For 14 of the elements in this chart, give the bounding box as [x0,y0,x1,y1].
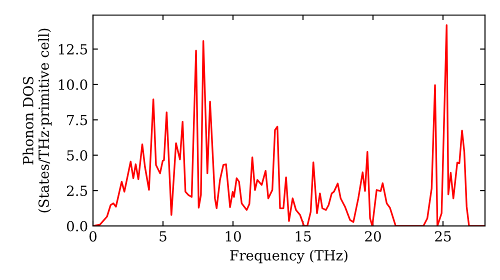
y-tick-label: 10.0 [58,79,88,90]
x-axis-title: Frequency (THz) [230,250,348,264]
x-tick-label: 15 [296,231,311,242]
y-tick-label: 5.0 [67,150,88,161]
y-tick-label: 12.5 [58,44,88,55]
x-tick-label: 10 [226,231,241,242]
y-tick-label: 2.5 [66,186,88,196]
x-tick-label: 25 [435,231,451,242]
x-tick-label: 5 [160,231,166,242]
y-axis-title: Phonon DOS (States/THz·primitive cell) [22,28,52,212]
x-tick-label: 0 [89,231,96,242]
x-tick-label: 20 [365,231,381,242]
y-tick-label: 7.5 [67,114,88,126]
y-tick-label: 0.0 [66,220,88,232]
